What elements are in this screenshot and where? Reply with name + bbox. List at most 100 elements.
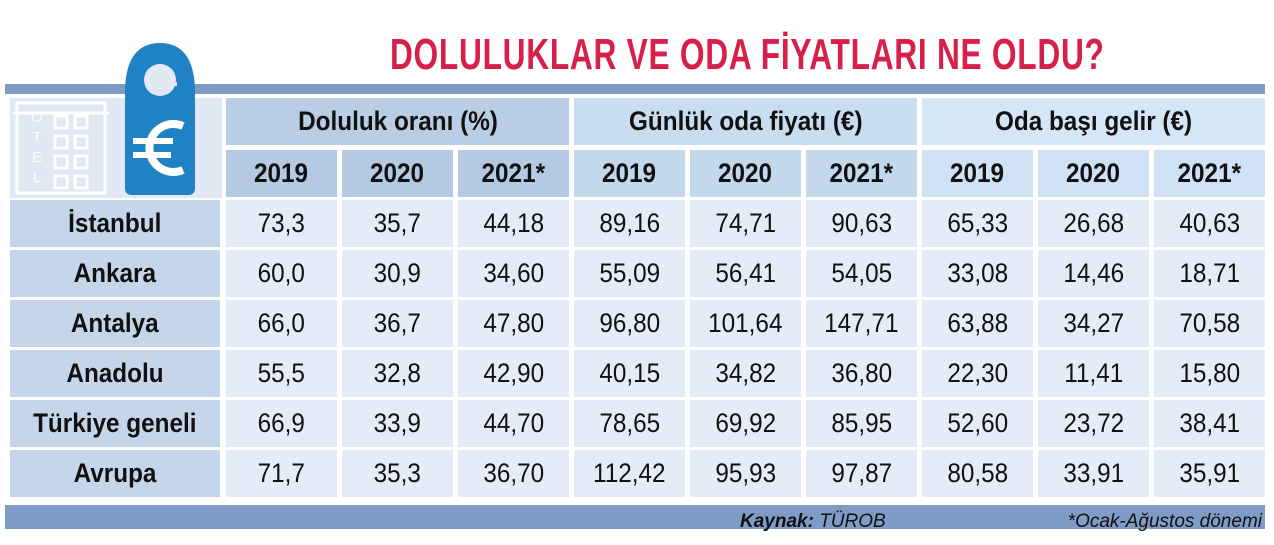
value-cell: 22,30 [922,350,1033,397]
value-cell: 32,8 [342,350,453,397]
value-cell: 15,80 [1154,350,1265,397]
value: 35,91 [1179,458,1240,488]
value: 36,80 [831,358,892,388]
year-header: 2020 [1066,158,1121,188]
value-cell: 33,08 [922,250,1033,297]
value-cell: 44,18 [458,200,569,247]
value: 14,46 [1063,258,1124,288]
value-cell: 34,27 [1038,300,1149,347]
row-label-cell: Ankara [10,250,220,297]
row-label-cell: Avrupa [10,450,220,497]
value-cell: 40,15 [574,350,685,397]
value-cell: 71,7 [226,450,337,497]
value-cell: 52,60 [922,400,1033,447]
value: 55,09 [599,258,660,288]
year-header-cell: 2021* [458,150,569,197]
value: 36,70 [483,458,544,488]
value: 32,8 [373,358,422,388]
value-cell: 47,80 [458,300,569,347]
year-header: 2021* [1177,158,1242,188]
value-cell: 36,70 [458,450,569,497]
value: 95,93 [715,458,776,488]
value-cell: 36,80 [806,350,917,397]
value-cell: 36,7 [342,300,453,347]
value: 73,3 [257,208,306,238]
value: 96,80 [599,308,660,338]
group-header-cell: Oda başı gelir (€) [922,98,1265,145]
value: 56,41 [715,258,776,288]
value-cell: 60,0 [226,250,337,297]
year-header: 2021* [481,158,546,188]
value: 52,60 [947,408,1008,438]
value-cell: 69,92 [690,400,801,447]
value-cell: 80,58 [922,450,1033,497]
value-cell: 101,64 [690,300,801,347]
year-header-cell: 2021* [1154,150,1265,197]
year-header: 2019 [602,158,657,188]
year-header-cell: 2020 [690,150,801,197]
value-cell: 66,0 [226,300,337,347]
value: 44,70 [483,408,544,438]
source-label: Kaynak: [740,511,814,532]
title-wrap: DOLULUKLAR VE ODA FİYATLARI NE OLDU? [0,30,1274,80]
year-header: 2019 [950,158,1005,188]
value-cell: 70,58 [1154,300,1265,347]
year-header: 2019 [254,158,309,188]
value-cell: 74,71 [690,200,801,247]
value-cell: 85,95 [806,400,917,447]
value-cell: 42,90 [458,350,569,397]
value-cell: 73,3 [226,200,337,247]
value: 23,72 [1063,408,1124,438]
year-header: 2020 [370,158,425,188]
value-cell: 66,9 [226,400,337,447]
year-header: 2020 [718,158,773,188]
year-header-cell: 2019 [226,150,337,197]
value-cell: 11,41 [1038,350,1149,397]
value: 34,27 [1063,308,1124,338]
value: 35,7 [373,208,422,238]
value-cell: 35,3 [342,450,453,497]
source-value: TÜROB [819,511,886,532]
row-label: Antalya [71,308,159,338]
value: 36,7 [373,308,422,338]
value: 65,33 [947,208,1008,238]
value-cell: 26,68 [1038,200,1149,247]
row-label: İstanbul [68,208,162,238]
value: 63,88 [947,308,1008,338]
value-cell: 95,93 [690,450,801,497]
year-header-cell: 2019 [922,150,1033,197]
value-cell: 34,60 [458,250,569,297]
year-header-cell: 2019 [574,150,685,197]
row-label: Avrupa [73,458,157,488]
building-letter: L [33,169,41,186]
value-cell: 30,9 [342,250,453,297]
row-label-cell: Anadolu [10,350,220,397]
value: 38,41 [1179,408,1240,438]
value-cell: 54,05 [806,250,917,297]
building-letter: T [32,129,41,146]
value-cell: 18,71 [1154,250,1265,297]
year-header: 2021* [829,158,894,188]
value: 34,82 [715,358,776,388]
value: 42,90 [483,358,544,388]
value: 33,91 [1063,458,1124,488]
row-label: Anadolu [66,358,164,388]
value: 66,9 [257,408,306,438]
value: 101,64 [708,308,783,338]
group-header: Doluluk oranı (%) [297,106,498,136]
value: 71,7 [257,458,306,488]
year-header-cell: 2020 [342,150,453,197]
value: 47,80 [483,308,544,338]
value-cell: 35,7 [342,200,453,247]
value: 55,5 [257,358,306,388]
note: *Ocak-Ağustos dönemi [1067,511,1262,532]
value: 147,71 [824,308,899,338]
row-label-cell: İstanbul [10,200,220,247]
value: 78,65 [599,408,660,438]
value-cell: 35,91 [1154,450,1265,497]
row-label-cell: Antalya [10,300,220,347]
row-label: Türkiye geneli [33,408,197,438]
